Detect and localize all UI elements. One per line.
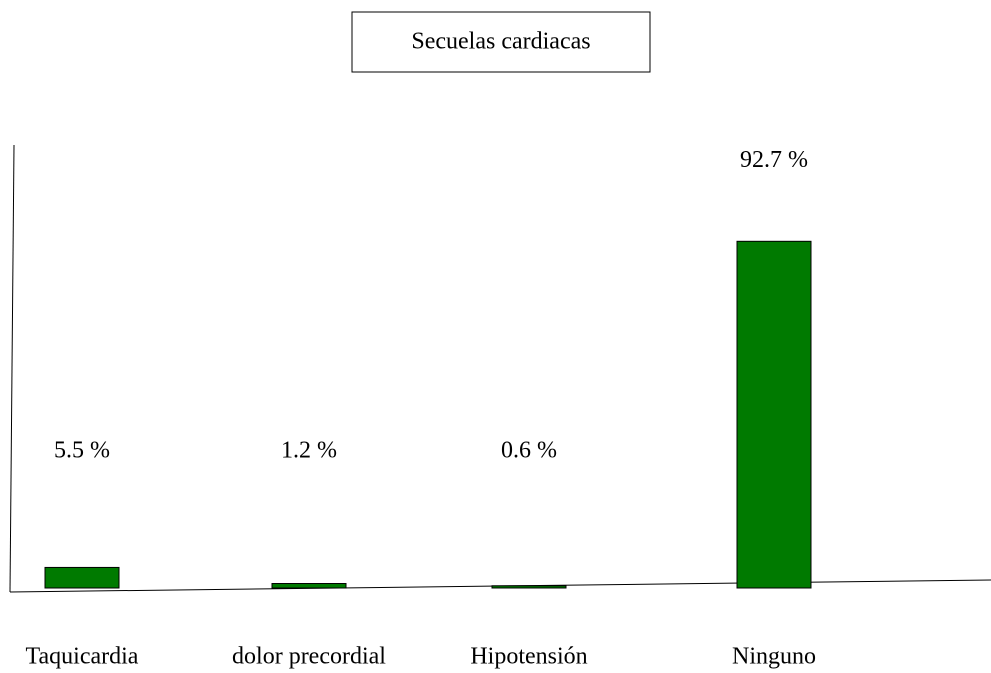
x-tick-label: Hipotensión <box>470 644 587 670</box>
x-tick-label: dolor precordial <box>232 644 386 670</box>
value-label: 0.6 % <box>501 438 557 464</box>
x-tick-label: Taquicardia <box>26 644 139 670</box>
bar <box>491 585 567 589</box>
value-label: 1.2 % <box>281 438 337 464</box>
x-tick-label: Ninguno <box>732 644 816 670</box>
chart-title: Secuelas cardiacas <box>411 29 590 55</box>
bar <box>44 566 120 589</box>
title-box <box>351 11 651 73</box>
y-axis <box>9 144 15 593</box>
value-label: 92.7 % <box>740 147 808 173</box>
value-label: 5.5 % <box>54 438 110 464</box>
bar <box>271 583 347 589</box>
bar <box>736 240 812 589</box>
